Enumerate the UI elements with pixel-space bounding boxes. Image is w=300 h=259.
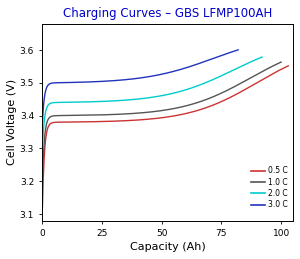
1.0 C — [181, 105, 185, 108]
0.5 C — [104, 120, 107, 123]
Y-axis label: Cell Voltage (V): Cell Voltage (V) — [7, 79, 17, 165]
2.0 C — [170, 92, 174, 95]
0.5 C — [152, 117, 155, 120]
1.0 C — [220, 91, 224, 94]
0.5 C — [185, 112, 189, 115]
2.0 C — [97, 100, 101, 103]
3.0 C — [91, 80, 94, 83]
0.5 C — [205, 106, 208, 109]
0.5 C — [286, 64, 290, 67]
3.0 C — [171, 70, 175, 73]
Line: 1.0 C: 1.0 C — [42, 62, 281, 181]
3.0 C — [236, 48, 240, 52]
1.0 C — [83, 114, 86, 117]
2.0 C — [260, 55, 264, 59]
1.0 C — [200, 99, 204, 103]
3.0 C — [75, 81, 79, 84]
3.0 C — [40, 121, 44, 124]
0.5 C — [40, 206, 44, 209]
Legend: 0.5 C, 1.0 C, 2.0 C, 3.0 C: 0.5 C, 1.0 C, 2.0 C, 3.0 C — [250, 165, 289, 211]
2.0 C — [187, 87, 191, 90]
Line: 0.5 C: 0.5 C — [42, 66, 288, 207]
3.0 C — [188, 65, 192, 68]
0.5 C — [226, 97, 229, 100]
2.0 C — [40, 147, 44, 150]
2.0 C — [140, 97, 144, 100]
1.0 C — [279, 61, 283, 64]
3.0 C — [156, 74, 160, 77]
1.0 C — [148, 110, 152, 113]
Line: 3.0 C: 3.0 C — [42, 50, 238, 122]
Line: 2.0 C: 2.0 C — [42, 57, 262, 148]
Title: Charging Curves – GBS LFMP100AH: Charging Curves – GBS LFMP100AH — [63, 7, 272, 20]
2.0 C — [80, 100, 83, 104]
2.0 C — [206, 80, 210, 83]
X-axis label: Capacity (Ah): Capacity (Ah) — [130, 242, 206, 252]
0.5 C — [84, 120, 88, 123]
1.0 C — [102, 113, 106, 116]
1.0 C — [40, 180, 44, 183]
3.0 C — [129, 77, 133, 81]
